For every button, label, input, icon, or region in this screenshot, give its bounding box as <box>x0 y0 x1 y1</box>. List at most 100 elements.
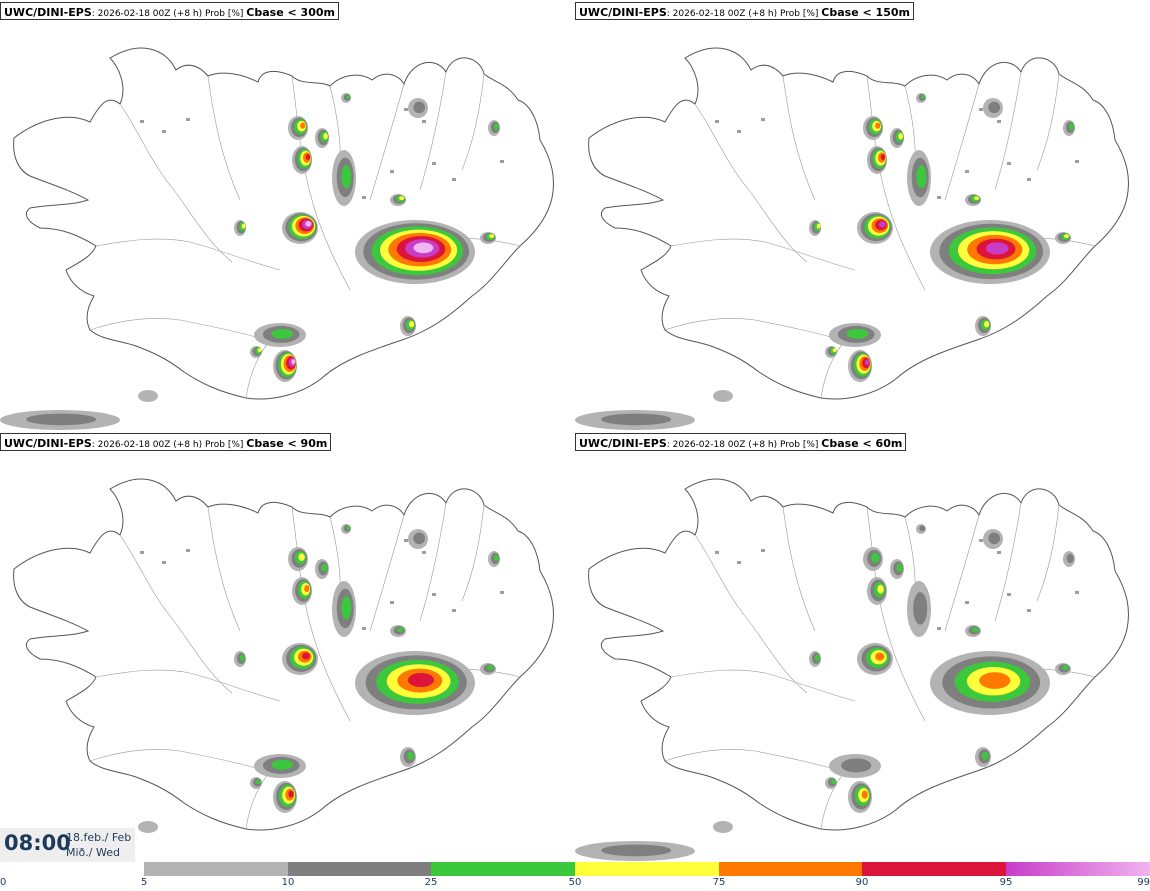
probability-area <box>292 577 312 605</box>
probability-area <box>480 232 496 244</box>
probability-area <box>400 316 416 336</box>
probability-area <box>138 390 158 402</box>
probability-area <box>825 346 837 358</box>
probability-speck <box>452 609 456 612</box>
probability-area <box>1055 663 1071 675</box>
panel-meta: : 2026-02-18 00Z (+8 h) Prob [%] <box>666 9 822 19</box>
river-line <box>369 514 405 632</box>
probability-area <box>234 651 246 667</box>
probability-band <box>407 673 435 687</box>
probability-band <box>321 563 328 572</box>
river-line <box>670 238 856 271</box>
probability-area <box>400 747 416 767</box>
probability-area <box>273 350 297 382</box>
panel-condition: Cbase < 90m <box>246 437 328 450</box>
probability-speck <box>186 118 190 121</box>
river-line <box>670 669 856 702</box>
probability-band <box>413 242 434 254</box>
river-line <box>369 83 405 201</box>
iceland-map <box>0 478 554 861</box>
probability-area <box>867 146 887 174</box>
probability-area <box>575 410 695 430</box>
probability-speck <box>761 118 765 121</box>
probability-area <box>975 316 991 336</box>
river-line <box>1036 73 1060 171</box>
probability-band <box>601 844 672 857</box>
river-line <box>119 103 233 263</box>
probability-area <box>1055 232 1071 244</box>
probability-band <box>988 532 1001 545</box>
probability-area <box>829 323 881 347</box>
probability-area <box>965 194 981 206</box>
river-line <box>89 318 267 341</box>
probability-band <box>841 758 872 773</box>
probability-area <box>983 98 1003 118</box>
panel-meta: : 2026-02-18 00Z (+8 h) Prob [%] <box>91 9 247 19</box>
probability-band <box>26 413 97 426</box>
probability-area <box>273 781 297 813</box>
probability-area <box>1063 551 1075 567</box>
probability-band <box>346 525 351 530</box>
probability-speck <box>997 551 1001 554</box>
panel-meta: : 2026-02-18 00Z (+8 h) Prob [%] <box>666 440 822 450</box>
probability-area <box>408 98 428 118</box>
probability-speck <box>1075 160 1079 163</box>
probability-area <box>390 625 406 637</box>
probability-band <box>302 652 310 660</box>
probability-band <box>871 552 880 563</box>
probability-band <box>341 165 352 189</box>
panel-source: UWC/DINI-EPS <box>4 437 92 450</box>
probability-speck <box>432 162 436 165</box>
probability-area <box>355 651 475 715</box>
probability-area <box>292 146 312 174</box>
panel-header: UWC/DINI-EPS: 2026-02-18 00Z (+8 h) Prob… <box>575 2 914 20</box>
probability-area <box>254 323 306 347</box>
probability-band <box>601 413 672 426</box>
probability-speck <box>452 178 456 181</box>
river-line <box>461 73 485 171</box>
valid-time-box: 08:00 18.feb./ Feb Mið./ Wed <box>0 828 135 862</box>
probability-area <box>863 116 883 140</box>
map-panel-cbase-90: UWC/DINI-EPS: 2026-02-18 00Z (+8 h) Prob… <box>0 431 575 861</box>
probability-speck <box>186 549 190 552</box>
probability-band <box>984 321 990 328</box>
legend-tick-label: 10 <box>281 877 295 888</box>
legend-color-bin <box>575 862 719 876</box>
probability-speck <box>404 108 408 111</box>
probability-area <box>355 220 475 284</box>
probability-band <box>921 94 926 99</box>
map-panel-cbase-150: UWC/DINI-EPS: 2026-02-18 00Z (+8 h) Prob… <box>575 0 1150 430</box>
probability-area <box>857 212 893 244</box>
probability-band <box>713 821 733 833</box>
probability-band <box>919 525 926 532</box>
probability-speck <box>390 170 394 173</box>
probability-band <box>291 359 296 365</box>
probability-area <box>975 747 991 767</box>
panel-source: UWC/DINI-EPS <box>4 6 92 19</box>
probability-band <box>816 223 821 229</box>
river-line <box>89 749 267 772</box>
probability-band <box>1066 553 1074 564</box>
probability-area <box>863 547 883 571</box>
probability-band <box>896 563 903 572</box>
probability-area <box>825 777 837 789</box>
valid-time: 08:00 <box>4 831 71 855</box>
probability-area <box>829 754 881 778</box>
legend-tick-label: 75 <box>712 877 726 888</box>
probability-area <box>254 754 306 778</box>
probability-area <box>488 551 500 567</box>
river-line <box>95 669 281 702</box>
probability-band <box>346 94 351 99</box>
probability-band <box>489 234 495 239</box>
probability-area <box>282 212 318 244</box>
river-line <box>1036 504 1060 602</box>
probability-band <box>323 133 328 140</box>
probability-speck <box>390 601 394 604</box>
probability-band <box>913 592 928 625</box>
probability-speck <box>715 551 719 554</box>
probability-speck <box>715 120 719 123</box>
probability-band <box>397 627 404 633</box>
probability-band <box>972 627 979 633</box>
probability-area <box>930 651 1050 715</box>
probability-band <box>487 665 494 671</box>
